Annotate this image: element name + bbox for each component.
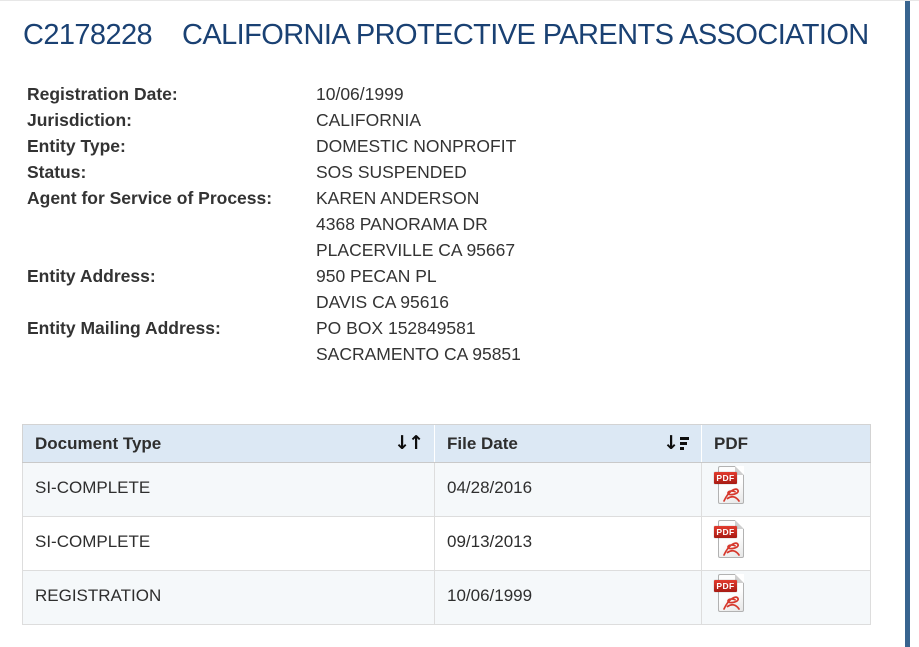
field-value: 950 PECAN PL (316, 266, 437, 286)
field-entity-mailing-address: Entity Mailing Address: PO BOX 152849581… (27, 315, 919, 367)
table-row: REGISTRATION 10/06/1999 PDF (22, 570, 871, 625)
table-row: SI-COMPLETE 04/28/2016 PDF (22, 462, 871, 517)
field-label: Entity Mailing Address: (27, 318, 221, 338)
pdf-banner-label: PDF (714, 526, 737, 538)
table-row: SI-COMPLETE 09/13/2013 PDF (22, 516, 871, 571)
field-label: Jurisdiction: (27, 110, 133, 130)
page-title: C2178228 CALIFORNIA PROTECTIVE PARENTS A… (23, 18, 889, 52)
column-label: PDF (714, 433, 748, 453)
acrobat-swirl-icon (723, 596, 740, 610)
file-date-cell: 10/06/1999 (434, 570, 702, 625)
field-value: CALIFORNIA (316, 110, 422, 130)
sort-both-icon[interactable]: ↓↑ (394, 432, 424, 454)
field-label: Agent for Service of Process: (27, 188, 273, 208)
field-value: DOMESTIC NONPROFIT (316, 136, 517, 156)
entity-name: CALIFORNIA PROTECTIVE PARENTS ASSOCIATIO… (182, 19, 869, 51)
column-label: File Date (447, 433, 518, 453)
field-value: DAVIS CA 95616 (316, 292, 449, 312)
column-label: Document Type (35, 433, 162, 453)
pdf-document-icon[interactable]: PDF (714, 573, 747, 613)
column-header-file-date[interactable]: File Date ↓ (434, 424, 702, 463)
field-value: SACRAMENTO CA 95851 (316, 344, 521, 364)
field-label: Entity Address: (27, 266, 156, 286)
field-status: Status: SOS SUSPENDED (27, 159, 919, 185)
panel-right-border (905, 1, 910, 647)
field-value: PO BOX 152849581 (316, 318, 476, 338)
document-type-cell: SI-COMPLETE (22, 516, 435, 571)
entity-details: Registration Date: 10/06/1999 Jurisdicti… (27, 81, 919, 367)
pdf-cell: PDF (701, 462, 871, 517)
field-value: 10/06/1999 (316, 84, 404, 104)
field-agent-for-service: Agent for Service of Process: KAREN ANDE… (27, 185, 919, 263)
document-type-cell: REGISTRATION (22, 570, 435, 625)
field-jurisdiction: Jurisdiction: CALIFORNIA (27, 107, 919, 133)
file-date-cell: 09/13/2013 (434, 516, 702, 571)
field-value: SOS SUSPENDED (316, 162, 467, 182)
acrobat-swirl-icon (723, 542, 740, 556)
documents-table: Document Type ↓↑ File Date ↓ PDF (22, 424, 871, 625)
pdf-cell: PDF (701, 516, 871, 571)
pdf-document-icon[interactable]: PDF (714, 519, 747, 559)
column-header-document-type[interactable]: Document Type ↓↑ (22, 424, 435, 463)
document-type-cell: SI-COMPLETE (22, 462, 435, 517)
field-entity-type: Entity Type: DOMESTIC NONPROFIT (27, 133, 919, 159)
field-entity-address: Entity Address: 950 PECAN PL DAVIS CA 95… (27, 263, 919, 315)
field-registration-date: Registration Date: 10/06/1999 (27, 81, 919, 107)
sort-descending-icon[interactable]: ↓ (663, 434, 689, 453)
file-date-cell: 04/28/2016 (434, 462, 702, 517)
documents-table-header-row: Document Type ↓↑ File Date ↓ PDF (22, 424, 871, 463)
field-label: Registration Date: (27, 84, 178, 104)
field-value: PLACERVILLE CA 95667 (316, 240, 516, 260)
column-header-pdf[interactable]: PDF (701, 424, 871, 463)
pdf-banner-label: PDF (714, 580, 737, 592)
field-value: KAREN ANDERSON (316, 188, 480, 208)
field-label: Entity Type: (27, 136, 126, 156)
pdf-cell: PDF (701, 570, 871, 625)
pdf-document-icon[interactable]: PDF (714, 465, 747, 505)
field-label: Status: (27, 162, 87, 182)
field-value: 4368 PANORAMA DR (316, 214, 488, 234)
pdf-banner-label: PDF (714, 472, 737, 484)
acrobat-swirl-icon (723, 488, 740, 502)
entity-number: C2178228 (23, 19, 153, 51)
